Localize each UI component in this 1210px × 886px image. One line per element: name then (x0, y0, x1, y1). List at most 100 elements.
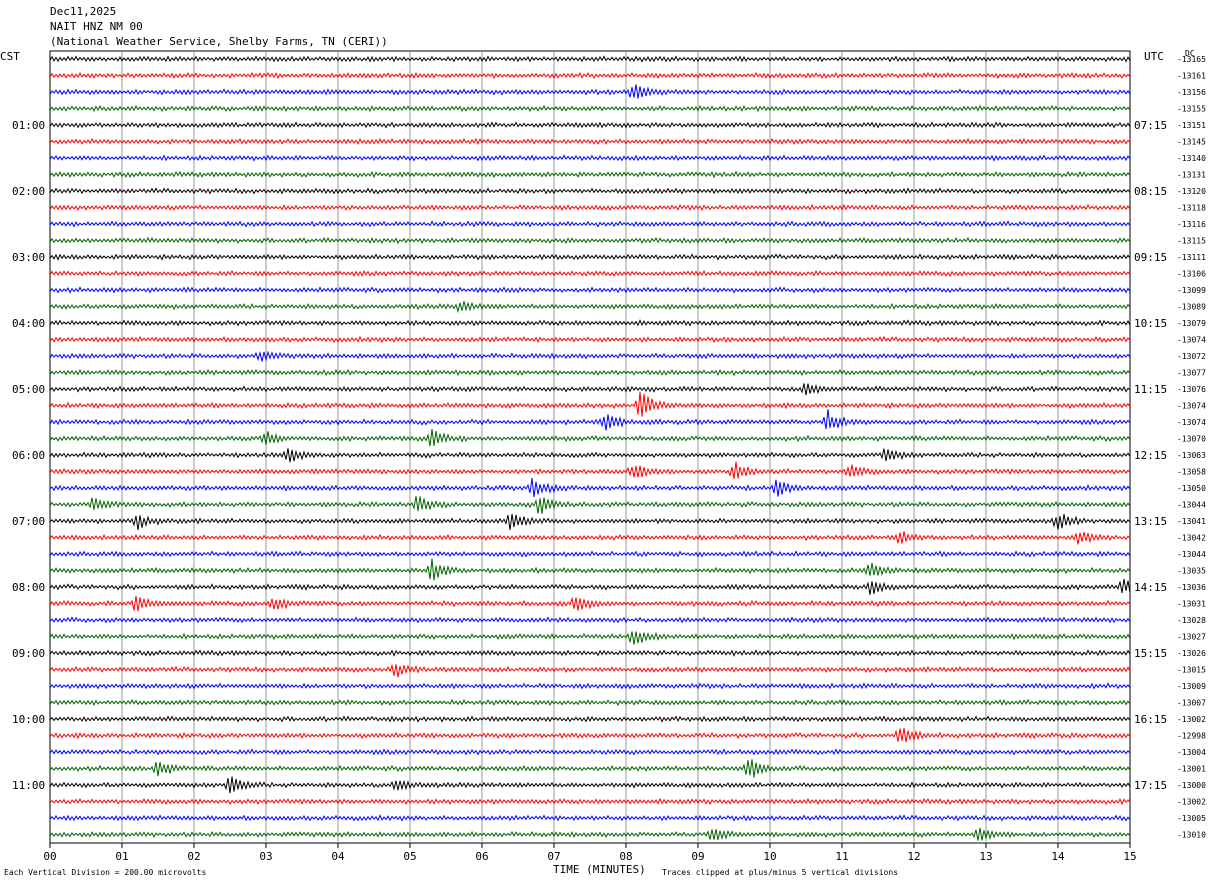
trace-line (49, 187, 1131, 195)
trace-line (49, 409, 1131, 431)
utc-hour-label: 08:15 (1134, 185, 1167, 198)
dc-offset-label: -13000 (1177, 781, 1206, 790)
x-tick-label: 10 (763, 850, 776, 863)
trace-line (49, 391, 1131, 417)
dc-offset-label: -13116 (1177, 220, 1206, 229)
dc-offset-label: -13026 (1177, 649, 1206, 658)
dc-offset-label: -13155 (1177, 105, 1206, 114)
dc-offset-label: -13035 (1177, 567, 1206, 576)
trace-line (49, 579, 1131, 595)
x-tick-label: 13 (979, 850, 992, 863)
x-tick-label: 15 (1123, 850, 1136, 863)
trace-line (49, 698, 1131, 707)
cst-hour-label: 08:00 (12, 581, 45, 594)
trace-line (49, 649, 1131, 657)
trace-line (49, 513, 1131, 531)
dc-offset-label: -13058 (1177, 468, 1206, 477)
dc-offset-label: -13151 (1177, 121, 1206, 130)
utc-hour-label: 17:15 (1134, 779, 1167, 792)
trace-line (49, 84, 1131, 99)
x-tick-label: 02 (187, 850, 200, 863)
clip-note: Traces clipped at plus/minus 5 vertical … (662, 868, 899, 877)
x-tick-label: 06 (475, 850, 488, 863)
dc-offset-label: -13001 (1177, 765, 1206, 774)
dc-offset-label: -13010 (1177, 831, 1206, 840)
cst-hour-label: 11:00 (12, 779, 45, 792)
trace-line (49, 531, 1131, 545)
trace-line (49, 727, 1131, 743)
dc-offset-label: -13115 (1177, 237, 1206, 246)
trace-line (49, 797, 1131, 806)
trace-line (49, 595, 1131, 612)
utc-hour-label: 15:15 (1134, 647, 1167, 660)
trace-line (49, 496, 1131, 514)
x-tick-label: 07 (547, 850, 560, 863)
scale-note: Each Vertical Division = 200.00 microvol… (4, 868, 207, 877)
dc-offset-label: -13041 (1177, 517, 1206, 526)
trace-line (49, 335, 1131, 344)
dc-offset-label: -13076 (1177, 385, 1206, 394)
trace-line (49, 558, 1131, 581)
x-tick-label: 14 (1051, 850, 1065, 863)
dc-offset-label: -13009 (1177, 682, 1206, 691)
cst-hour-label: 10:00 (12, 713, 45, 726)
trace-line (49, 478, 1131, 498)
dc-offset-label: -13165 (1177, 55, 1206, 64)
trace-line (49, 170, 1131, 179)
dc-offset-label: -13005 (1177, 814, 1206, 823)
station-location: (National Weather Service, Shelby Farms,… (50, 35, 388, 48)
dc-label: DC (1185, 49, 1195, 58)
trace-line (49, 748, 1131, 756)
trace-line (49, 137, 1131, 146)
trace-line (49, 203, 1131, 212)
station-code: NAIT HNZ NM 00 (50, 20, 143, 33)
dc-offset-label: -13074 (1177, 336, 1206, 345)
cst-hour-label: 07:00 (12, 515, 45, 528)
trace-line (49, 428, 1131, 447)
dc-offset-label: -13074 (1177, 402, 1206, 411)
dc-offset-label: -13131 (1177, 171, 1206, 180)
cst-hour-label: 01:00 (12, 119, 45, 132)
trace-line (49, 301, 1131, 314)
x-tick-label: 11 (835, 850, 848, 863)
utc-hour-label: 11:15 (1134, 383, 1167, 396)
dc-offset-label: -13111 (1177, 253, 1206, 262)
dc-offset-label: -12998 (1177, 732, 1206, 741)
trace-line (49, 350, 1131, 362)
dc-offset-label: -13002 (1177, 715, 1206, 724)
dc-offset-label: -13074 (1177, 418, 1206, 427)
utc-hour-label: 14:15 (1134, 581, 1167, 594)
trace-line (49, 269, 1131, 277)
trace-line (49, 121, 1131, 129)
trace-line (49, 286, 1131, 294)
dc-offset-label: -13004 (1177, 748, 1206, 757)
trace-line (49, 550, 1131, 558)
trace-line (49, 383, 1131, 396)
dc-offset-label: -13050 (1177, 484, 1206, 493)
dc-offset-label: -13028 (1177, 616, 1206, 625)
dc-offset-label: -13140 (1177, 154, 1206, 163)
dc-offset-label: -13044 (1177, 550, 1206, 559)
dc-offset-label: -13031 (1177, 600, 1206, 609)
dc-offset-label: -13145 (1177, 138, 1206, 147)
axis-labels: 00 01 02 03 04 05 06 07 08 09 10 11 12 13 14 15 -13165 -1… (12, 55, 1206, 863)
trace-line (49, 236, 1131, 245)
trace-line (49, 368, 1131, 377)
cst-hour-label: 09:00 (12, 647, 45, 660)
trace-line (49, 616, 1131, 624)
dc-offset-label: -13036 (1177, 583, 1206, 592)
utc-label: UTC (1144, 50, 1164, 63)
dc-offset-label: -13070 (1177, 435, 1206, 444)
dc-offset-label: -13042 (1177, 534, 1206, 543)
x-axis-label: TIME (MINUTES) (553, 863, 646, 876)
utc-hour-label: 09:15 (1134, 251, 1167, 264)
dc-offset-label: -13120 (1177, 187, 1206, 196)
dc-offset-label: -13002 (1177, 798, 1206, 807)
x-tick-label: 01 (115, 850, 128, 863)
dc-offset-label: -13156 (1177, 88, 1206, 97)
dc-offset-label: -13089 (1177, 303, 1206, 312)
trace-line (49, 448, 1131, 463)
trace-line (49, 827, 1131, 841)
trace-line (49, 776, 1131, 794)
dc-offset-label: -13161 (1177, 72, 1206, 81)
